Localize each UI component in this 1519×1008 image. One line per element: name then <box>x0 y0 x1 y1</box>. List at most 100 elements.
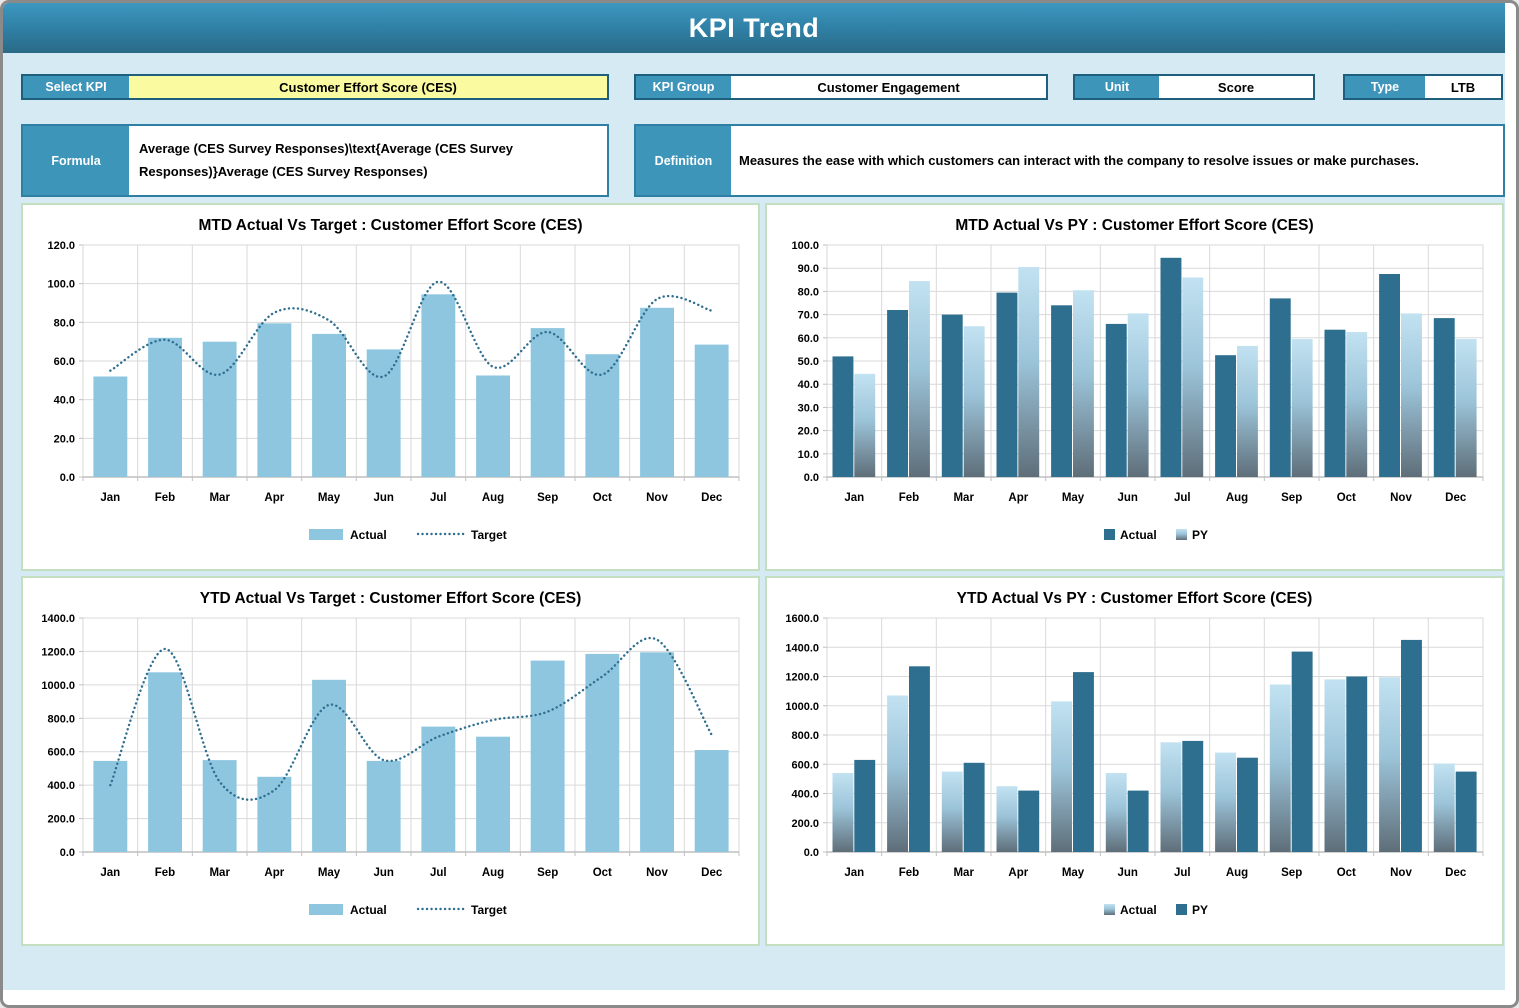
svg-text:1000.0: 1000.0 <box>785 701 819 713</box>
svg-text:Apr: Apr <box>1008 492 1028 504</box>
svg-text:Feb: Feb <box>898 867 918 879</box>
charts-grid: MTD Actual Vs Target : Customer Effort S… <box>21 203 1505 946</box>
svg-text:Jun: Jun <box>373 867 393 879</box>
svg-text:40.0: 40.0 <box>53 395 74 407</box>
svg-text:Dec: Dec <box>701 492 723 504</box>
svg-text:90.0: 90.0 <box>797 263 818 275</box>
svg-text:Jan: Jan <box>100 492 120 504</box>
unit-value: Score <box>1159 76 1313 98</box>
svg-text:1200.0: 1200.0 <box>785 672 819 684</box>
svg-text:0.0: 0.0 <box>803 847 818 859</box>
chart-title-ytd-py: YTD Actual Vs PY : Customer Effort Score… <box>773 590 1496 608</box>
svg-text:Nov: Nov <box>1390 492 1412 504</box>
svg-text:200.0: 200.0 <box>791 818 819 830</box>
svg-text:120.0: 120.0 <box>47 240 75 252</box>
svg-text:60.0: 60.0 <box>53 356 74 368</box>
svg-text:Actual: Actual <box>350 903 387 917</box>
svg-text:Aug: Aug <box>1225 492 1247 504</box>
chart-panel-mtd-target: MTD Actual Vs Target : Customer Effort S… <box>21 203 760 571</box>
svg-text:Dec: Dec <box>701 867 723 879</box>
svg-text:Mar: Mar <box>953 492 974 504</box>
svg-text:100.0: 100.0 <box>791 240 819 252</box>
formula-label: Formula <box>23 126 129 195</box>
svg-text:Feb: Feb <box>154 867 174 879</box>
selector-row: Select KPI Customer Effort Score (CES) K… <box>21 74 1505 100</box>
svg-text:Dec: Dec <box>1445 492 1467 504</box>
unit-label: Unit <box>1075 76 1159 98</box>
definition-value: Measures the ease with which customers c… <box>731 126 1503 195</box>
svg-text:600.0: 600.0 <box>791 759 819 771</box>
svg-text:Sep: Sep <box>537 867 558 879</box>
svg-text:0.0: 0.0 <box>59 472 74 484</box>
svg-text:Nov: Nov <box>646 492 668 504</box>
svg-text:50.0: 50.0 <box>797 356 818 368</box>
svg-text:May: May <box>317 867 340 879</box>
svg-text:May: May <box>1061 492 1084 504</box>
svg-text:May: May <box>317 492 340 504</box>
svg-text:400.0: 400.0 <box>47 780 75 792</box>
chart-title-mtd-py: MTD Actual Vs PY : Customer Effort Score… <box>773 217 1496 235</box>
svg-text:1000.0: 1000.0 <box>41 680 75 692</box>
svg-text:PY: PY <box>1192 528 1208 542</box>
formula-field: Formula Average (CES Survey Responses)\t… <box>21 124 609 197</box>
svg-text:Oct: Oct <box>592 867 611 879</box>
svg-text:10.0: 10.0 <box>797 449 818 461</box>
chart-panel-ytd-py: YTD Actual Vs PY : Customer Effort Score… <box>765 576 1504 946</box>
svg-text:Jul: Jul <box>1173 492 1190 504</box>
dashboard-body: Select KPI Customer Effort Score (CES) K… <box>3 53 1505 990</box>
formula-value: Average (CES Survey Responses)\text{Aver… <box>129 126 607 195</box>
svg-text:70.0: 70.0 <box>797 310 818 322</box>
chart-title-ytd-target: YTD Actual Vs Target : Customer Effort S… <box>29 590 752 608</box>
svg-text:Oct: Oct <box>592 492 611 504</box>
kpi-group-value: Customer Engagement <box>731 76 1046 98</box>
info-row: Formula Average (CES Survey Responses)\t… <box>21 124 1505 197</box>
svg-text:Sep: Sep <box>537 492 558 504</box>
svg-text:80.0: 80.0 <box>797 286 818 298</box>
ytd-actual-vs-target-chart: 0.0200.0400.0600.0800.01000.01200.01400.… <box>25 610 757 930</box>
svg-text:30.0: 30.0 <box>797 402 818 414</box>
mtd-actual-vs-py-chart: 0.010.020.030.040.050.060.070.080.090.01… <box>769 237 1501 555</box>
svg-text:Oct: Oct <box>1336 867 1355 879</box>
ytd-actual-vs-py-chart: 0.0200.0400.0600.0800.01000.01200.01400.… <box>769 610 1501 930</box>
svg-text:Jan: Jan <box>844 492 864 504</box>
svg-text:Jul: Jul <box>429 492 446 504</box>
svg-text:Mar: Mar <box>953 867 974 879</box>
svg-text:Oct: Oct <box>1336 492 1355 504</box>
svg-text:Mar: Mar <box>209 492 230 504</box>
page-title: KPI Trend <box>3 3 1505 53</box>
type-field: Type LTB <box>1343 74 1503 100</box>
svg-text:Aug: Aug <box>1225 867 1247 879</box>
svg-text:20.0: 20.0 <box>53 433 74 445</box>
svg-text:1600.0: 1600.0 <box>785 613 819 625</box>
svg-text:400.0: 400.0 <box>791 789 819 801</box>
select-kpi-value[interactable]: Customer Effort Score (CES) <box>129 76 607 98</box>
svg-text:Aug: Aug <box>481 867 503 879</box>
svg-text:Apr: Apr <box>264 867 284 879</box>
svg-text:Jan: Jan <box>844 867 864 879</box>
unit-field: Unit Score <box>1073 74 1315 100</box>
svg-text:Apr: Apr <box>1008 867 1028 879</box>
svg-text:0.0: 0.0 <box>803 472 818 484</box>
svg-text:800.0: 800.0 <box>47 713 75 725</box>
svg-text:20.0: 20.0 <box>797 426 818 438</box>
svg-text:600.0: 600.0 <box>47 747 75 759</box>
select-kpi-label: Select KPI <box>23 76 129 98</box>
chart-panel-ytd-target: YTD Actual Vs Target : Customer Effort S… <box>21 576 760 946</box>
mtd-actual-vs-target-chart: 0.020.040.060.080.0100.0120.0JanFebMarAp… <box>25 237 757 555</box>
kpi-group-label: KPI Group <box>636 76 731 98</box>
svg-text:Feb: Feb <box>898 492 918 504</box>
svg-text:Dec: Dec <box>1445 867 1467 879</box>
svg-text:PY: PY <box>1192 903 1208 917</box>
svg-text:Jan: Jan <box>100 867 120 879</box>
svg-text:Actual: Actual <box>350 528 387 542</box>
chart-panel-mtd-py: MTD Actual Vs PY : Customer Effort Score… <box>765 203 1504 571</box>
svg-text:0.0: 0.0 <box>59 847 74 859</box>
svg-text:Jun: Jun <box>1117 867 1137 879</box>
kpi-trend-window: KPI Trend Select KPI Customer Effort Sco… <box>0 0 1519 1008</box>
svg-text:Apr: Apr <box>264 492 284 504</box>
chart-title-mtd-target: MTD Actual Vs Target : Customer Effort S… <box>29 217 752 235</box>
svg-text:May: May <box>1061 867 1084 879</box>
svg-text:Actual: Actual <box>1120 528 1157 542</box>
definition-label: Definition <box>636 126 731 195</box>
svg-text:Target: Target <box>471 903 507 917</box>
